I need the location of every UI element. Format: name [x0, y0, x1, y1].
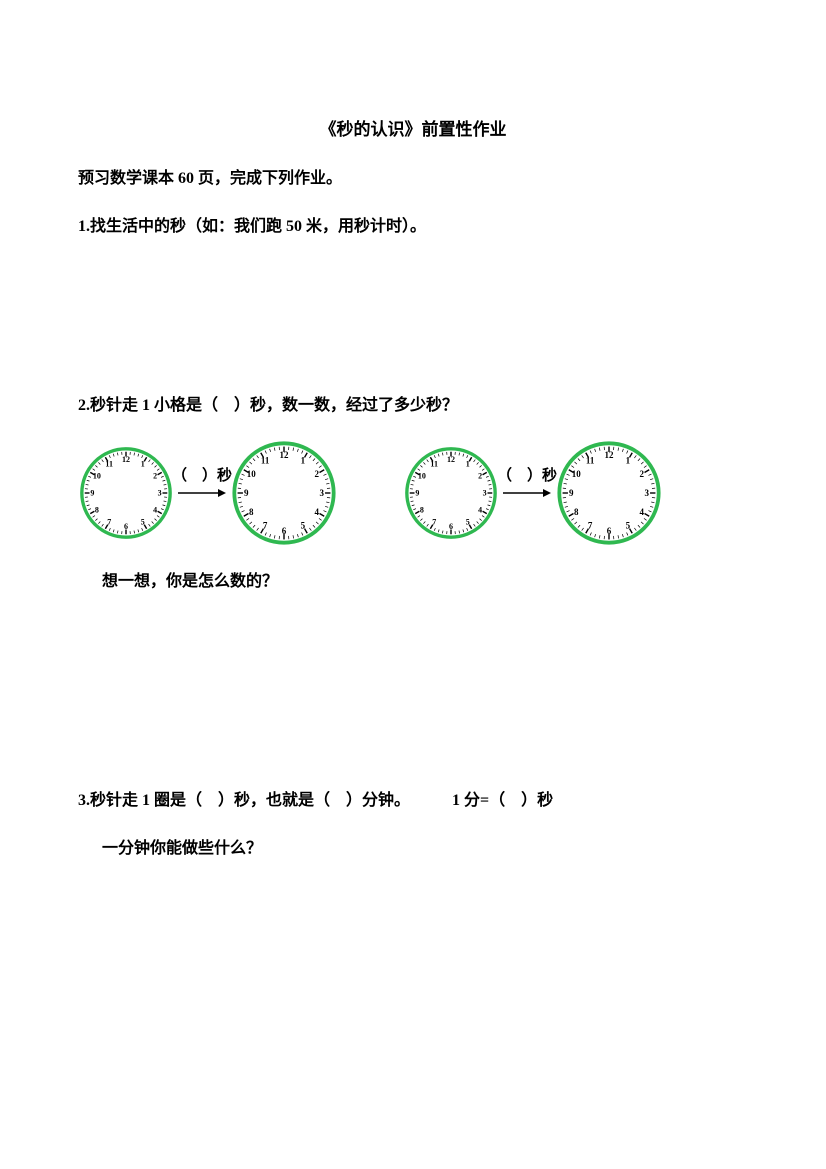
arrow-icon: [178, 488, 226, 498]
svg-text:6: 6: [449, 522, 453, 531]
clock-2: 121234567891011: [230, 439, 338, 547]
q3-part1: 3.秒针走 1 圈是（ ）秒，也就是（ ）分钟。: [78, 792, 410, 809]
svg-text:3: 3: [158, 489, 162, 498]
svg-text:2: 2: [153, 472, 157, 481]
svg-text:2: 2: [314, 469, 319, 479]
arrow-text-2: （ ）秒: [497, 464, 557, 485]
q3-eq: 1 分=（ ）秒: [452, 792, 553, 809]
svg-text:1: 1: [626, 455, 631, 465]
svg-text:8: 8: [574, 507, 579, 517]
svg-text:1: 1: [141, 459, 145, 468]
instruction-text: 预习数学课本 60 页，完成下列作业。: [78, 164, 748, 188]
svg-text:3: 3: [320, 488, 325, 498]
svg-text:9: 9: [90, 489, 94, 498]
clock-4: 121234567891011: [555, 439, 663, 547]
svg-text:8: 8: [249, 507, 254, 517]
question-1: 1.找生活中的秒（如：我们跑 50 米，用秒计时）。: [78, 212, 748, 236]
svg-text:10: 10: [93, 472, 101, 481]
svg-text:11: 11: [586, 455, 595, 465]
svg-text:5: 5: [466, 518, 470, 527]
svg-text:3: 3: [483, 489, 487, 498]
svg-text:3: 3: [645, 488, 650, 498]
svg-text:9: 9: [244, 488, 249, 498]
question-3: 3.秒针走 1 圈是（ ）秒，也就是（ ）分钟。 1 分=（ ）秒: [78, 786, 748, 810]
svg-text:12: 12: [280, 450, 290, 460]
svg-text:11: 11: [430, 459, 438, 468]
svg-text:7: 7: [107, 518, 111, 527]
arrow-icon: [503, 488, 551, 498]
svg-text:11: 11: [105, 459, 113, 468]
svg-text:4: 4: [478, 505, 482, 514]
question-3-sub: 一分钟你能做些什么？: [102, 834, 748, 858]
arrow-label-1: （ ）秒: [178, 488, 226, 498]
svg-text:5: 5: [626, 521, 631, 531]
clock-3: 121234567891011: [403, 445, 499, 541]
clocks-row: 121234567891011 （ ）秒 121234567891011 121…: [78, 439, 748, 547]
svg-text:9: 9: [569, 488, 574, 498]
clock-1: 121234567891011: [78, 445, 174, 541]
question-2: 2.秒针走 1 小格是（ ）秒，数一数，经过了多少秒？: [78, 391, 748, 415]
arrow-text-1: （ ）秒: [172, 464, 232, 485]
svg-text:2: 2: [639, 469, 644, 479]
svg-text:5: 5: [301, 521, 306, 531]
svg-text:2: 2: [478, 472, 482, 481]
arrow-label-2: （ ）秒: [503, 488, 551, 498]
svg-text:6: 6: [607, 526, 612, 536]
svg-text:7: 7: [263, 521, 268, 531]
svg-text:12: 12: [122, 455, 130, 464]
svg-text:10: 10: [572, 469, 582, 479]
svg-text:10: 10: [247, 469, 257, 479]
svg-text:6: 6: [282, 526, 287, 536]
svg-text:4: 4: [639, 507, 644, 517]
svg-text:8: 8: [420, 505, 424, 514]
svg-text:4: 4: [314, 507, 319, 517]
svg-text:9: 9: [415, 489, 419, 498]
svg-text:10: 10: [418, 472, 426, 481]
svg-text:1: 1: [466, 459, 470, 468]
svg-text:1: 1: [301, 455, 306, 465]
svg-text:4: 4: [153, 505, 157, 514]
svg-text:5: 5: [141, 518, 145, 527]
svg-text:12: 12: [605, 450, 615, 460]
svg-text:7: 7: [432, 518, 436, 527]
svg-text:6: 6: [124, 522, 128, 531]
svg-text:7: 7: [588, 521, 593, 531]
worksheet-title: 《秒的认识》前置性作业: [78, 115, 748, 140]
svg-text:11: 11: [261, 455, 270, 465]
svg-text:8: 8: [95, 505, 99, 514]
question-2-sub: 想一想，你是怎么数的？: [102, 567, 748, 591]
svg-text:12: 12: [447, 455, 455, 464]
